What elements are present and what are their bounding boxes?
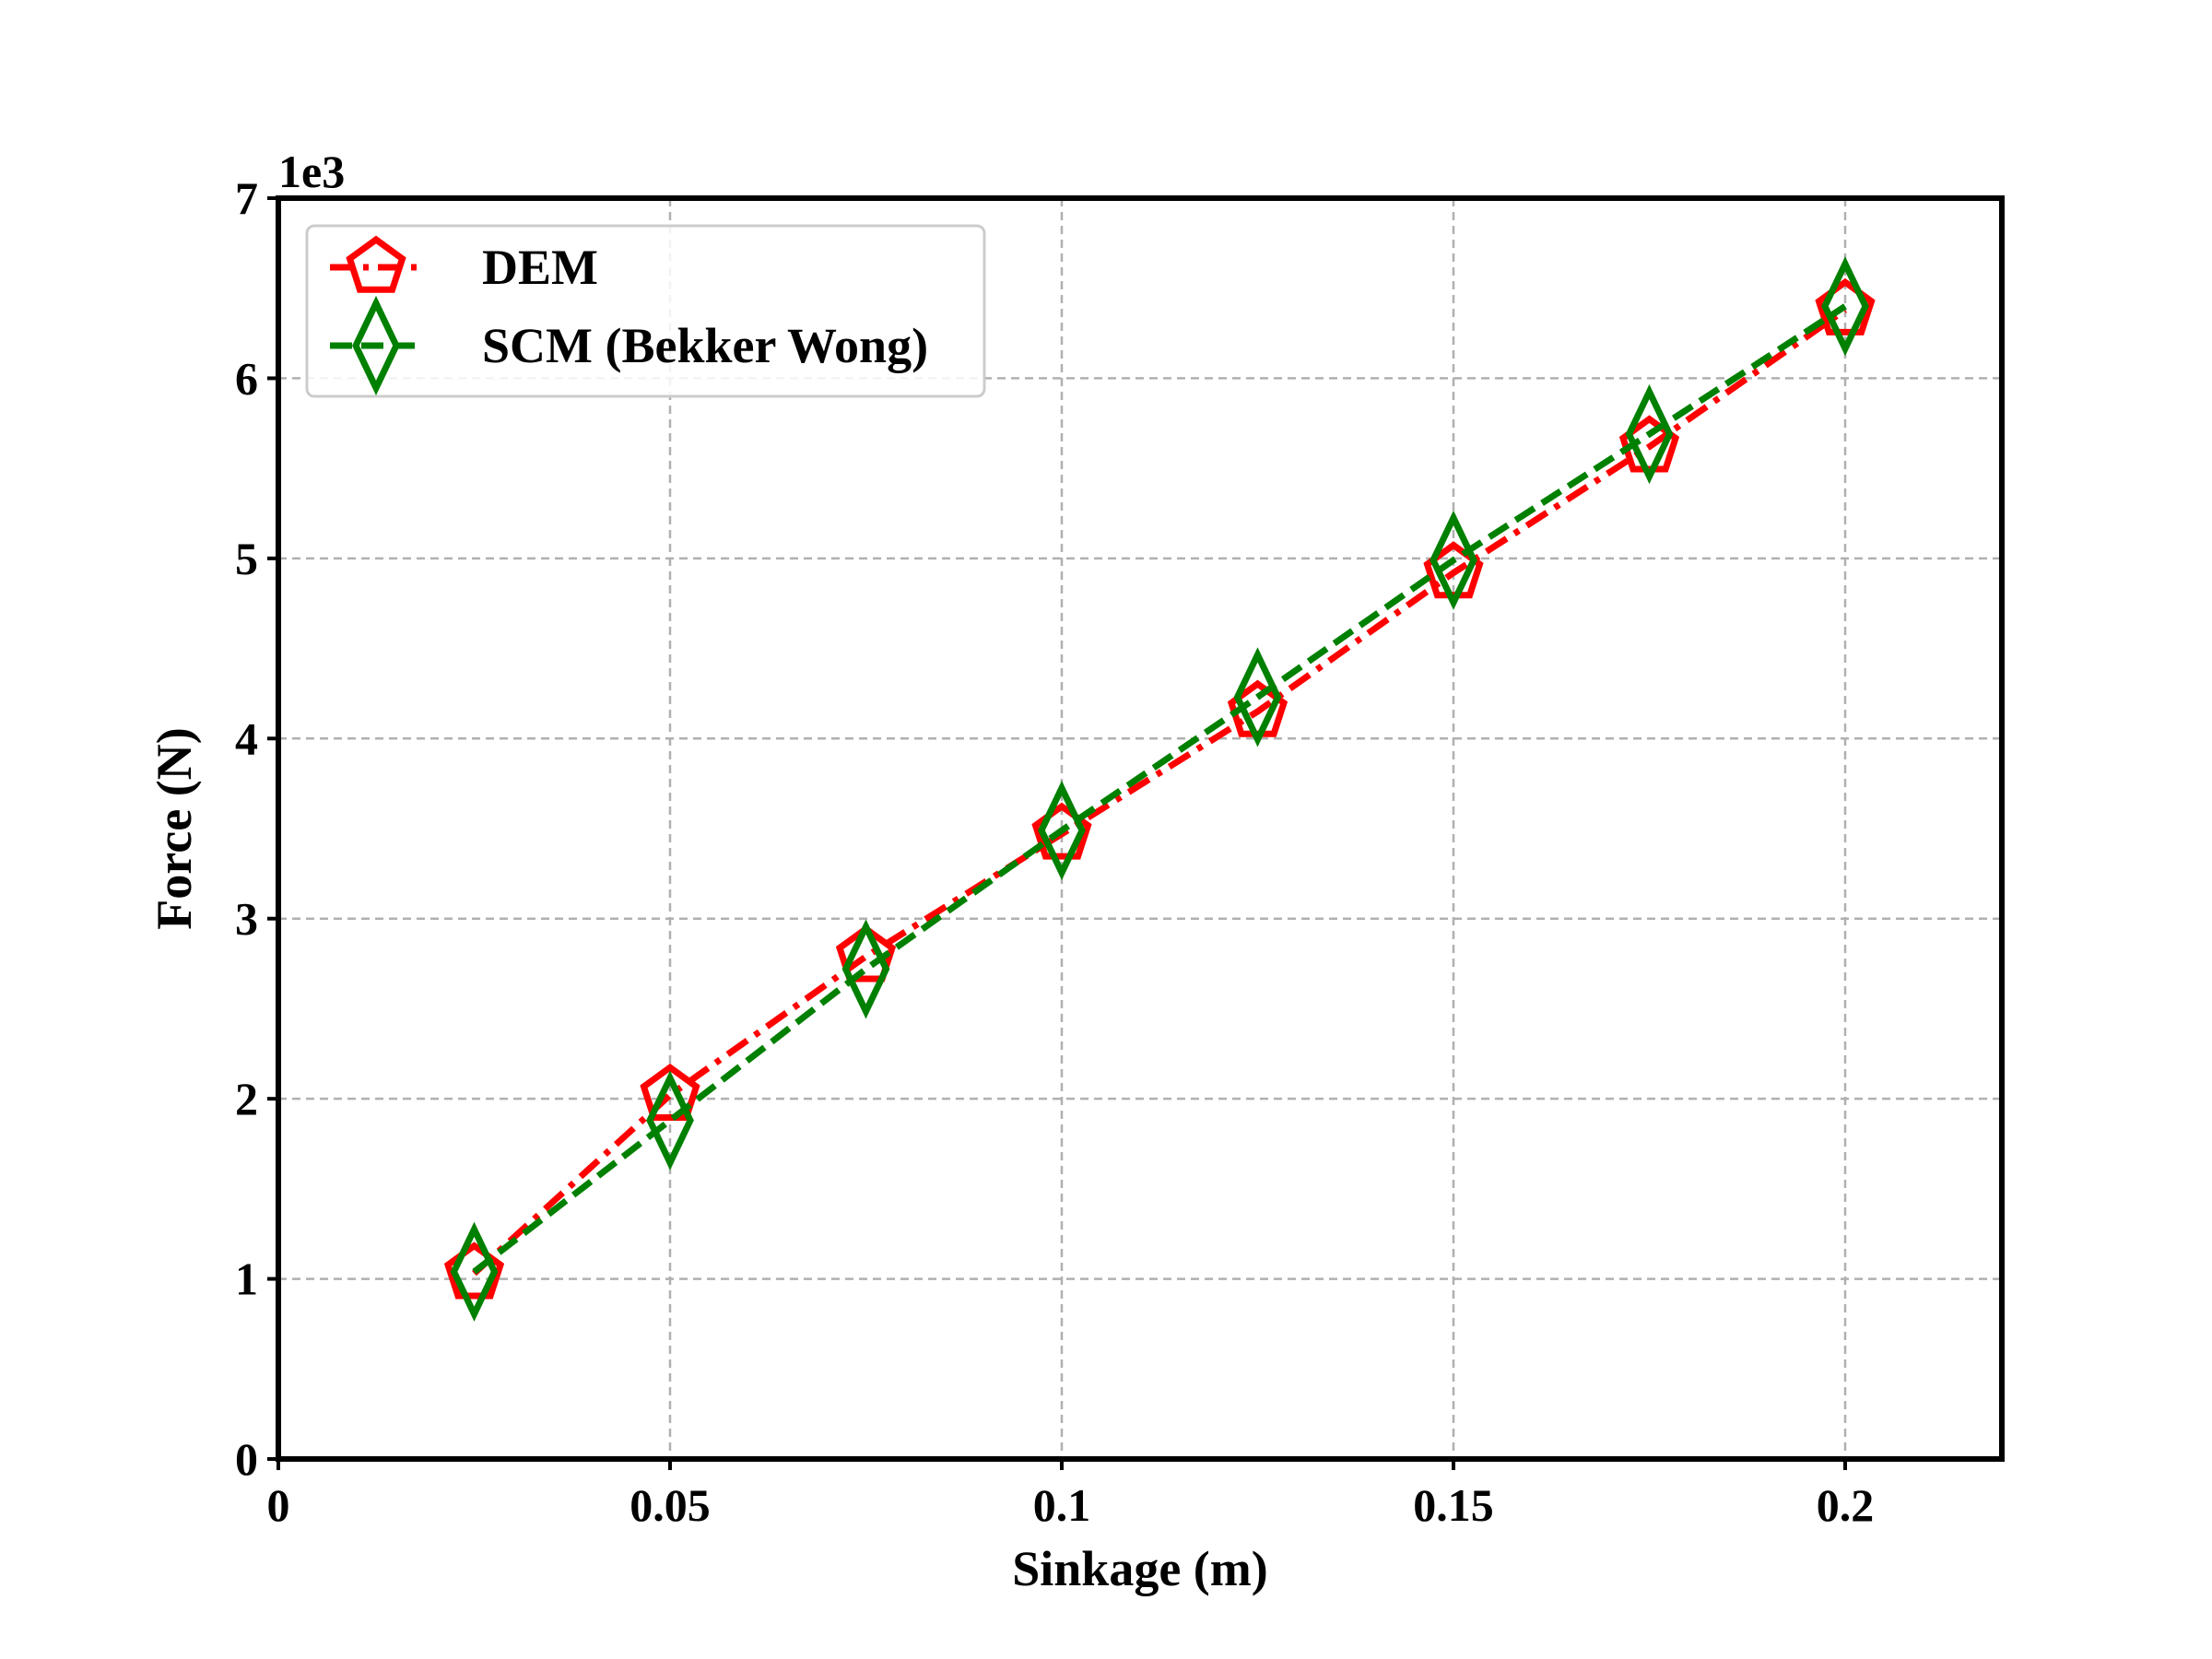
x-tick-label: 0 <box>267 1479 290 1531</box>
y-tick-label: 5 <box>235 533 258 584</box>
plot-frame <box>276 195 2005 1462</box>
y-tick-label: 6 <box>235 352 258 404</box>
data-point-marker <box>841 919 890 1019</box>
legend: DEM SCM (Bekker Wong) <box>305 224 986 398</box>
legend-marker <box>352 295 400 396</box>
data-point-marker <box>1233 647 1282 747</box>
y-tick-label: 1 <box>235 1253 258 1305</box>
legend-entry-scm: SCM (Bekker Wong) <box>330 295 928 396</box>
series-line <box>472 307 1848 1277</box>
y-axis-label: Force (N) <box>147 727 202 929</box>
legend-label: DEM <box>482 240 598 295</box>
y-tick-label: 4 <box>235 712 258 764</box>
data-point-marker <box>450 1221 499 1322</box>
axis-ticks: 0 0.05 0.1 0.15 0.2 0 1 2 3 4 5 6 7 <box>235 172 1874 1531</box>
x-tick-label: 0.05 <box>629 1479 711 1531</box>
y-tick-label: 0 <box>235 1433 258 1485</box>
y-offset-label: 1e3 <box>278 146 345 197</box>
legend-box <box>305 224 986 398</box>
x-tick-label: 0.1 <box>1033 1479 1091 1531</box>
data-point-marker <box>1031 802 1092 860</box>
legend-label: SCM (Bekker Wong) <box>482 318 928 373</box>
y-tick-label: 2 <box>235 1073 258 1124</box>
legend-marker <box>346 235 406 293</box>
data-point-marker <box>646 1070 694 1171</box>
data-point-marker <box>1038 780 1086 881</box>
series-scm <box>450 256 1869 1322</box>
x-tick-label: 0.2 <box>1817 1479 1875 1531</box>
data-point-marker <box>1430 510 1477 610</box>
x-axis-label: Sinkage (m) <box>1012 1541 1268 1596</box>
plot-series <box>443 256 1876 1322</box>
y-tick-label: 3 <box>235 893 258 945</box>
x-tick-label: 0.15 <box>1413 1479 1494 1531</box>
data-point-marker <box>640 1063 700 1121</box>
y-tick-label: 7 <box>235 172 258 224</box>
data-point-marker <box>443 1241 505 1300</box>
series-line <box>472 303 1847 1275</box>
data-point-marker <box>1625 383 1674 485</box>
data-point-marker <box>835 924 897 982</box>
data-point-marker <box>1815 277 1876 335</box>
data-point-marker <box>1821 256 1869 357</box>
legend-entry-dem: DEM <box>330 235 598 295</box>
